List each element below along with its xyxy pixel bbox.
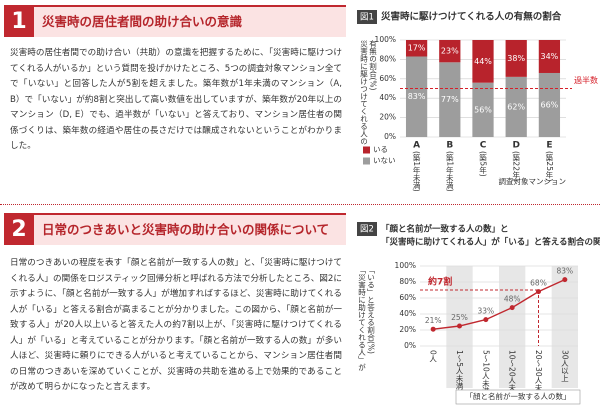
chart-title: 災害時に駆けつけてくれる人の有無の割合 <box>380 11 562 23</box>
legend-label: いる <box>373 145 388 154</box>
section-title: 日常のつきあいと災害時の助け合いの関係について <box>42 222 330 237</box>
x-tick-label: 10～20人未満 <box>507 350 516 400</box>
data-label: 25% <box>451 313 468 322</box>
x-tick-label: 5～10人未満 <box>481 350 490 395</box>
section-title: 災害時の居住者間の助け合いの意識 <box>42 14 243 29</box>
section-body: 日常のつきあいの程度を表す「顔と名前が一致する人の数」と、「災害時に駆けつけてく… <box>10 258 342 392</box>
bar-segment <box>505 76 527 137</box>
x-tick-label: A <box>413 141 420 151</box>
x-tick-label: 30人以上 <box>560 350 569 382</box>
data-label: 48% <box>504 295 521 304</box>
y-tick-label: 100% <box>395 261 416 270</box>
category-note: (築1年未満) <box>445 151 454 192</box>
point <box>536 289 541 295</box>
point <box>430 326 436 332</box>
point <box>483 317 489 323</box>
data-label: 83% <box>408 92 426 101</box>
data-label: 44% <box>474 57 492 66</box>
y-axis-label: 「いる」と答える割合(%) <box>366 266 375 354</box>
bar-segment <box>538 72 561 137</box>
point <box>562 277 568 283</box>
y-tick-label: 40% <box>399 309 416 318</box>
y-tick-label: 20% <box>379 113 396 122</box>
y-tick-label: 20% <box>399 325 416 334</box>
section-header: 1 災害時の居住者間の助け合いの意識 <box>4 5 346 37</box>
y-tick-label: 40% <box>379 93 396 102</box>
y-tick-label: 0% <box>404 341 416 350</box>
x-tick-label: B <box>446 141 453 151</box>
figure-tag <box>357 10 377 24</box>
figure-tag <box>357 222 377 236</box>
y-tick-label: 80% <box>379 54 396 63</box>
bar-segment <box>439 40 461 63</box>
chart-title: 「顔と名前が一致する人の数」と <box>381 224 509 235</box>
legend-swatch <box>363 146 370 154</box>
bar-segment <box>405 56 428 137</box>
data-label: 23% <box>441 47 459 56</box>
line <box>433 278 566 330</box>
data-label: 38% <box>507 54 525 63</box>
x-tick-label: D <box>512 141 519 151</box>
separator <box>0 204 600 205</box>
x-axis-label: 「顔と名前が一致する人の数」 <box>466 391 571 401</box>
y-tick-label: 60% <box>379 74 396 83</box>
legend-label: いない <box>373 156 396 165</box>
y-tick-label: 80% <box>399 277 416 286</box>
y-axis-label: 「災害時に助けてくれる人」が <box>357 266 366 371</box>
annotation-label: 過半数 <box>574 75 598 85</box>
y-tick-label: 0% <box>384 132 396 141</box>
chart-title: 「災害時に助けてくれる人」が「いる」と答える割合の関係 <box>381 237 600 248</box>
data-label: 62% <box>507 102 525 111</box>
bar-segment <box>405 40 428 57</box>
x-tick-label: 0人 <box>428 350 437 362</box>
y-tick-label: 60% <box>399 293 416 302</box>
bar-segment <box>472 82 494 137</box>
x-tick-label: 1～5人未満 <box>455 350 464 391</box>
column-band <box>499 266 526 388</box>
section-header: 2 日常のつきあいと災害時の助け合いの関係について <box>4 213 346 245</box>
x-axis-label-box <box>455 389 581 405</box>
x-tick-label: C <box>480 141 487 151</box>
data-label: 56% <box>474 105 492 114</box>
data-label: 33% <box>477 307 494 316</box>
data-label: 21% <box>425 316 442 325</box>
point <box>457 323 462 329</box>
y-axis-label: 有無の割合(%) <box>368 39 377 91</box>
category-note: (築22年) <box>511 151 520 181</box>
figure-label: 図1 <box>360 13 374 23</box>
x-tick-label: 20～30人未満 <box>534 350 543 400</box>
annotation-label: 約7割 <box>428 276 452 288</box>
point <box>509 305 515 311</box>
bar-segment <box>439 62 461 138</box>
section-number: 2 <box>4 215 34 245</box>
section-number: 1 <box>4 7 34 37</box>
data-label: 77% <box>441 95 459 104</box>
category-note: (築1年未満) <box>412 151 421 192</box>
data-label: 68% <box>530 279 547 288</box>
column-band <box>551 266 578 388</box>
data-label: 17% <box>408 44 426 53</box>
data-label: 66% <box>541 100 559 109</box>
figure-label: 図2 <box>360 225 374 235</box>
section-body: 災害時の居住者間での助け合い（共助）の意識を把握するために、「災害時に駆けつけて… <box>10 48 342 151</box>
y-tick-label: 100% <box>375 35 396 44</box>
x-axis-label: 調査対象マンション <box>499 176 567 186</box>
x-tick-label: E <box>546 141 552 151</box>
category-note: (築25年) <box>545 151 554 181</box>
bar-segment <box>505 40 527 77</box>
category-note: (築5年) <box>478 151 487 177</box>
legend-swatch <box>363 157 370 165</box>
data-label: 83% <box>556 267 573 276</box>
data-label: 34% <box>541 52 559 61</box>
bar-segment <box>472 40 494 83</box>
y-axis-label: 災害時に駆けつけてくれる人の <box>359 40 368 145</box>
bar-segment <box>538 40 561 73</box>
